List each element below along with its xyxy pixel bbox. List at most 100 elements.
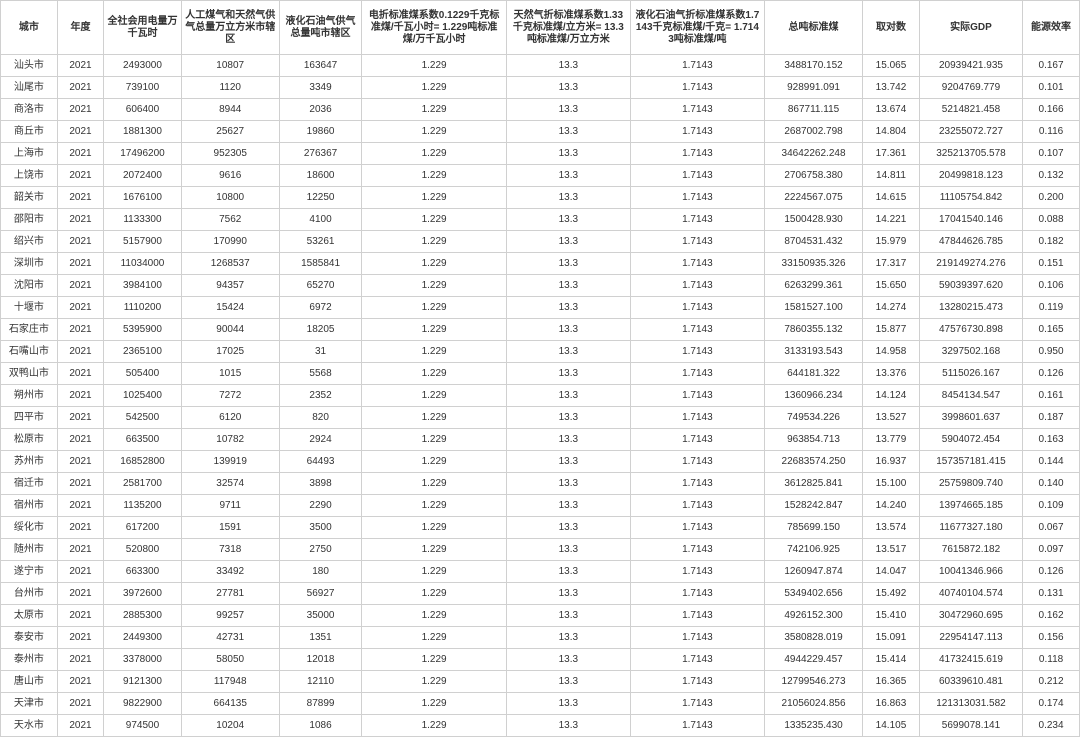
table-cell: 8454134.547 <box>919 385 1022 407</box>
table-cell: 1025400 <box>104 385 181 407</box>
table-cell: 随州市 <box>1 539 58 561</box>
table-cell: 663500 <box>104 429 181 451</box>
table-cell: 1.7143 <box>630 275 764 297</box>
table-cell: 1881300 <box>104 121 181 143</box>
table-cell: 石家庄市 <box>1 319 58 341</box>
table-cell: 遂宁市 <box>1 561 58 583</box>
table-cell: 商洛市 <box>1 99 58 121</box>
table-cell: 2021 <box>57 407 103 429</box>
table-cell: 14.804 <box>863 121 920 143</box>
table-cell: 唐山市 <box>1 671 58 693</box>
table-cell: 13974665.185 <box>919 495 1022 517</box>
table-cell: 3998601.637 <box>919 407 1022 429</box>
table-cell: 14.811 <box>863 165 920 187</box>
table-row: 邵阳市20211133300756241001.22913.31.7143150… <box>1 209 1080 231</box>
table-cell: 9204769.779 <box>919 77 1022 99</box>
table-cell: 2021 <box>57 561 103 583</box>
table-cell: 13.3 <box>506 143 630 165</box>
table-cell: 1.229 <box>362 407 507 429</box>
table-cell: 1.7143 <box>630 385 764 407</box>
table-cell: 14.958 <box>863 341 920 363</box>
table-cell: 1015 <box>181 363 279 385</box>
col-header-0: 城市 <box>1 1 58 55</box>
table-cell: 928991.091 <box>765 77 863 99</box>
table-cell: 6972 <box>279 297 362 319</box>
table-cell: 2581700 <box>104 473 181 495</box>
table-cell: 邵阳市 <box>1 209 58 231</box>
table-cell: 2706758.380 <box>765 165 863 187</box>
table-cell: 1.7143 <box>630 341 764 363</box>
table-cell: 0.097 <box>1023 539 1080 561</box>
table-cell: 163647 <box>279 55 362 77</box>
table-cell: 53261 <box>279 231 362 253</box>
table-cell: 3378000 <box>104 649 181 671</box>
table-cell: 2021 <box>57 583 103 605</box>
table-cell: 7318 <box>181 539 279 561</box>
table-cell: 13.3 <box>506 297 630 319</box>
table-cell: 15.877 <box>863 319 920 341</box>
table-cell: 47576730.898 <box>919 319 1022 341</box>
table-cell: 867711.115 <box>765 99 863 121</box>
table-cell: 3898 <box>279 473 362 495</box>
table-cell: 13.3 <box>506 561 630 583</box>
table-cell: 1.229 <box>362 451 507 473</box>
table-cell: 15.414 <box>863 649 920 671</box>
table-cell: 33492 <box>181 561 279 583</box>
table-cell: 1.7143 <box>630 583 764 605</box>
table-cell: 2021 <box>57 121 103 143</box>
table-cell: 15.650 <box>863 275 920 297</box>
table-cell: 太原市 <box>1 605 58 627</box>
table-cell: 47844626.785 <box>919 231 1022 253</box>
table-cell: 13.517 <box>863 539 920 561</box>
table-cell: 1.229 <box>362 627 507 649</box>
table-cell: 3580828.019 <box>765 627 863 649</box>
table-cell: 9822900 <box>104 693 181 715</box>
table-cell: 33150935.326 <box>765 253 863 275</box>
table-row: 宿迁市202125817003257438981.22913.31.714336… <box>1 473 1080 495</box>
table-row: 朔州市20211025400727223521.22913.31.7143136… <box>1 385 1080 407</box>
table-cell: 2352 <box>279 385 362 407</box>
table-cell: 785699.150 <box>765 517 863 539</box>
table-cell: 1.229 <box>362 275 507 297</box>
table-cell: 27781 <box>181 583 279 605</box>
table-cell: 13.3 <box>506 605 630 627</box>
table-cell: 0.167 <box>1023 55 1080 77</box>
table-cell: 2021 <box>57 627 103 649</box>
table-cell: 0.144 <box>1023 451 1080 473</box>
table-cell: 1.7143 <box>630 55 764 77</box>
table-cell: 1.7143 <box>630 209 764 231</box>
col-header-11: 能源效率 <box>1023 1 1080 55</box>
table-cell: 664135 <box>181 693 279 715</box>
table-row: 天水市20219745001020410861.22913.31.7143133… <box>1 715 1080 737</box>
table-cell: 1.7143 <box>630 165 764 187</box>
table-cell: 820 <box>279 407 362 429</box>
table-cell: 2021 <box>57 451 103 473</box>
table-cell: 1335235.430 <box>765 715 863 737</box>
col-header-9: 取对数 <box>863 1 920 55</box>
table-cell: 1086 <box>279 715 362 737</box>
table-cell: 宿州市 <box>1 495 58 517</box>
table-cell: 1.229 <box>362 605 507 627</box>
table-cell: 2290 <box>279 495 362 517</box>
table-cell: 0.101 <box>1023 77 1080 99</box>
table-cell: 2021 <box>57 385 103 407</box>
table-cell: 1260947.874 <box>765 561 863 583</box>
table-cell: 157357181.415 <box>919 451 1022 473</box>
table-cell: 2021 <box>57 605 103 627</box>
table-cell: 0.131 <box>1023 583 1080 605</box>
table-row: 苏州市202116852800139919644931.22913.31.714… <box>1 451 1080 473</box>
table-cell: 汕尾市 <box>1 77 58 99</box>
table-cell: 1.7143 <box>630 121 764 143</box>
table-cell: 1133300 <box>104 209 181 231</box>
table-cell: 13.742 <box>863 77 920 99</box>
table-body: 汕头市20212493000108071636471.22913.31.7143… <box>1 55 1080 737</box>
table-cell: 2687002.798 <box>765 121 863 143</box>
table-cell: 2021 <box>57 99 103 121</box>
table-cell: 1.7143 <box>630 517 764 539</box>
table-cell: 15.979 <box>863 231 920 253</box>
table-cell: 11105754.842 <box>919 187 1022 209</box>
table-cell: 天津市 <box>1 693 58 715</box>
table-cell: 617200 <box>104 517 181 539</box>
table-cell: 58050 <box>181 649 279 671</box>
table-cell: 苏州市 <box>1 451 58 473</box>
